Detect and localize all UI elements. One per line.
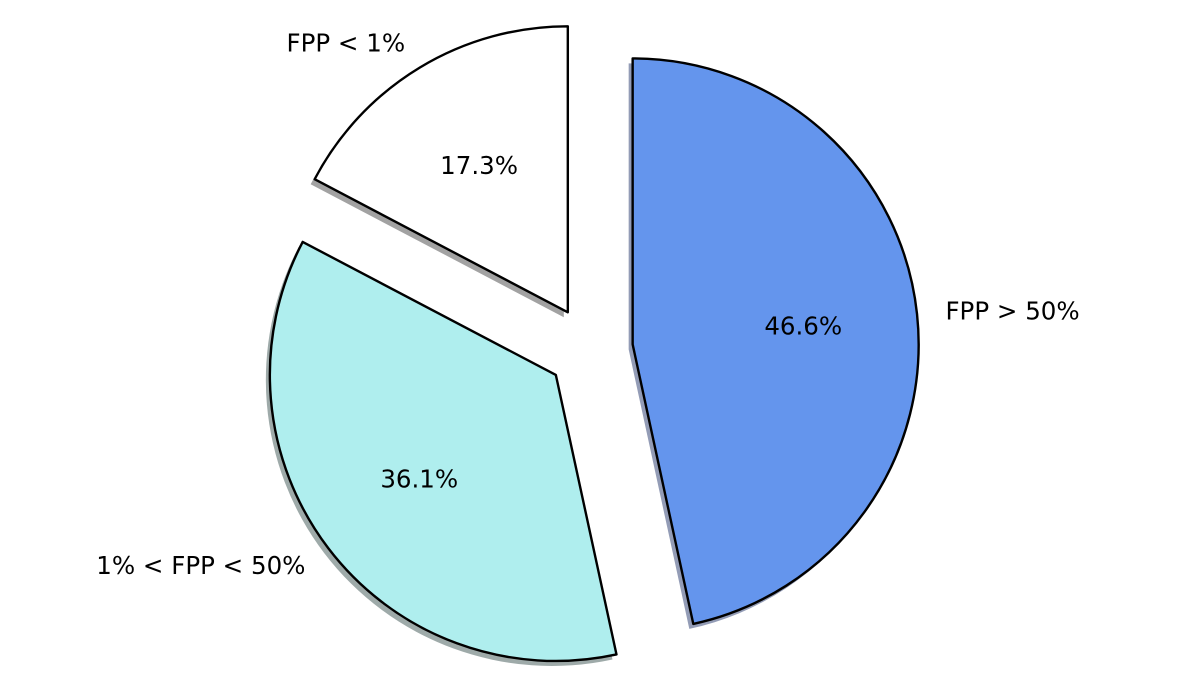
pie-slices <box>268 25 920 663</box>
slice-label-fpp-50: FPP > 50% <box>945 296 1079 325</box>
pct-label-fpp-1: 17.3% <box>440 151 518 180</box>
slice-label-1-fpp-50: 1% < FPP < 50% <box>96 551 305 580</box>
pct-label-1-fpp-50: 36.1% <box>380 464 458 493</box>
pie-labels: 46.6% FPP > 50% 36.1% 1% < FPP < 50% 17.3% FP… <box>96 29 1079 580</box>
slice-fpp-50 <box>631 57 920 626</box>
slice-label-fpp-1: FPP < 1% <box>287 29 406 58</box>
pct-label-fpp-50: 46.6% <box>764 312 842 341</box>
slice-1-fpp-50 <box>268 240 618 663</box>
slice-fpp-1 <box>313 25 570 314</box>
